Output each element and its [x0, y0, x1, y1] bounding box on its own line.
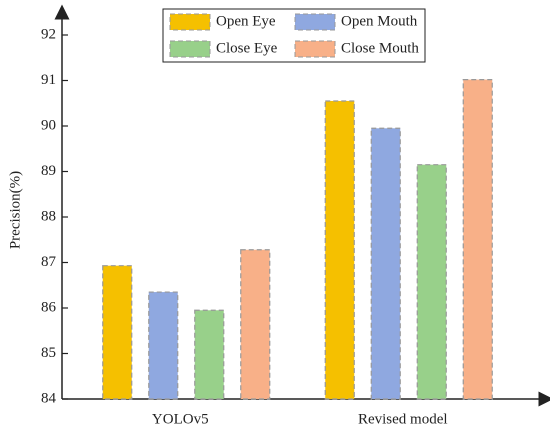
bar [240, 249, 271, 400]
y-tick-label: 89 [41, 163, 56, 179]
y-tick-label: 92 [41, 26, 56, 42]
y-tick-label: 87 [41, 254, 57, 270]
y-tick-label: 90 [41, 117, 56, 133]
x-tick-label: YOLOv5 [152, 411, 209, 427]
y-tick-label: 84 [41, 390, 57, 406]
bar [324, 100, 355, 400]
legend-label: Open Mouth [341, 13, 418, 29]
y-tick-label: 88 [41, 208, 56, 224]
y-axis-label: Precision(%) [7, 171, 23, 249]
legend-swatch [294, 40, 336, 58]
bar [462, 78, 493, 400]
legend-label: Open Eye [216, 13, 276, 29]
legend-swatch [169, 40, 211, 58]
legend-label: Close Mouth [341, 40, 419, 56]
y-tick-label: 91 [41, 72, 56, 88]
bar [148, 291, 179, 400]
x-tick-label: Revised model [358, 411, 448, 427]
y-tick-label: 85 [41, 345, 56, 361]
legend-label: Close Eye [216, 40, 278, 56]
bar [194, 309, 225, 400]
bar [416, 164, 447, 400]
bar [370, 127, 401, 400]
bar [102, 265, 133, 400]
legend-swatch [294, 13, 336, 31]
y-tick-label: 86 [41, 299, 57, 315]
legend-swatch [169, 13, 211, 31]
